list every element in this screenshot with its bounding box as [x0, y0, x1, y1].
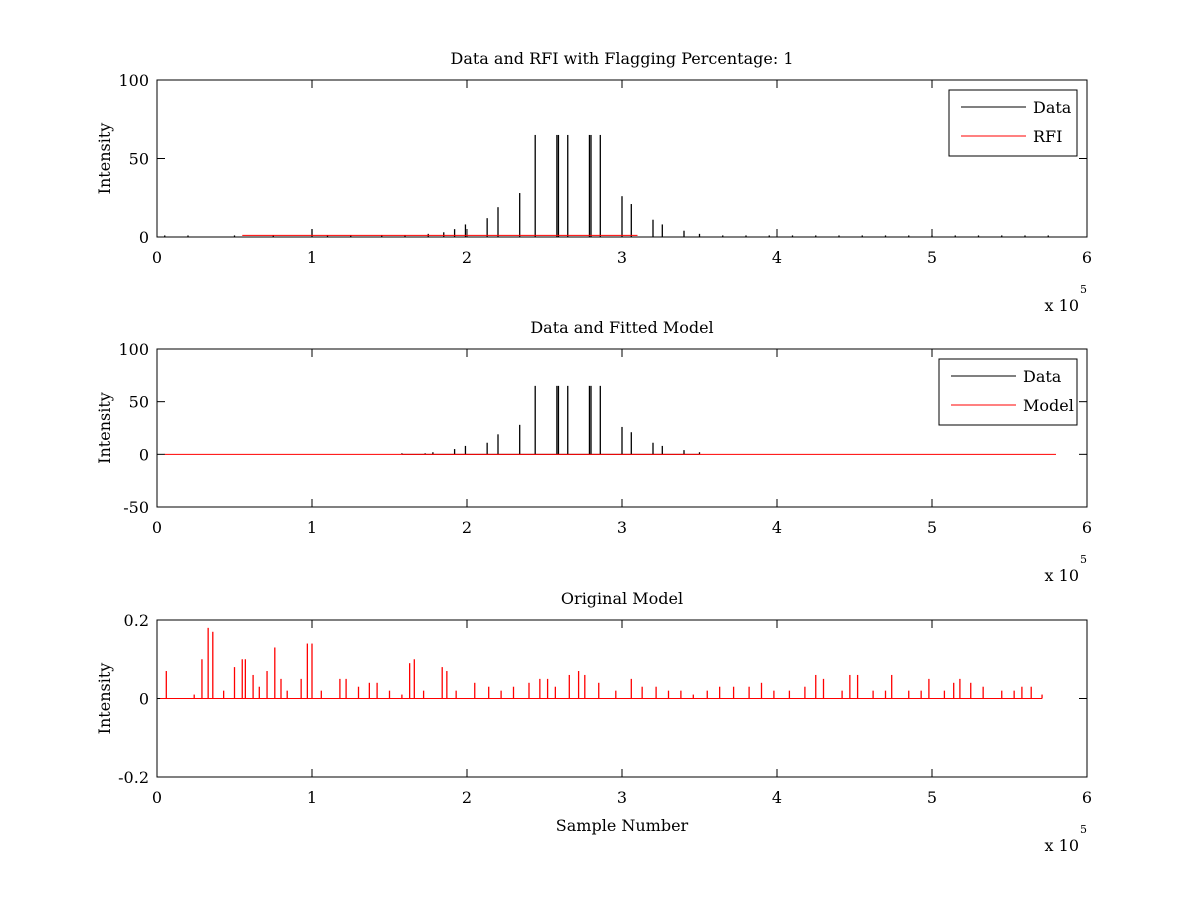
- x-axis-multiplier: x 10: [1045, 566, 1079, 585]
- x-tick-label: 6: [1082, 788, 1092, 807]
- series-model: [160, 627, 1043, 699]
- x-tick-label: 0: [152, 518, 162, 537]
- x-tick-label: 3: [617, 248, 627, 267]
- y-axis-label: Intensity: [95, 663, 114, 735]
- y-tick-label: 50: [129, 393, 149, 412]
- x-tick-label: 0: [152, 248, 162, 267]
- x-axis-label: Sample Number: [556, 816, 689, 835]
- x-tick-label: 5: [927, 788, 937, 807]
- x-tick-label: 1: [307, 518, 317, 537]
- x-tick-label: 2: [462, 248, 472, 267]
- x-axis-multiplier: x 10: [1045, 836, 1079, 855]
- x-tick-label: 3: [617, 518, 627, 537]
- chart-panel-2: Data and Fitted Model Intensity 0 1 2 3 4 5 6 -50…: [95, 318, 1092, 585]
- x-axis-multiplier-exponent: 5: [1080, 823, 1087, 836]
- x-tick-label: 3: [617, 788, 627, 807]
- legend: Data Model: [938, 358, 1078, 426]
- y-tick-label: 0: [139, 228, 149, 247]
- y-axis-label: Intensity: [95, 123, 114, 195]
- x-tick-label: 6: [1082, 518, 1092, 537]
- y-tick-label: 0: [139, 445, 149, 464]
- x-axis-multiplier-exponent: 5: [1080, 283, 1087, 296]
- x-tick-label: 6: [1082, 248, 1092, 267]
- x-tick-label: 5: [927, 518, 937, 537]
- y-axis-label: Intensity: [95, 392, 114, 464]
- legend-box: [938, 358, 1078, 426]
- y-tick-label: -0.2: [118, 768, 149, 787]
- legend-entry: Data: [1023, 367, 1062, 386]
- x-axis-multiplier-exponent: 5: [1080, 553, 1087, 566]
- legend-entry: RFI: [1033, 127, 1062, 146]
- y-tick-label: 0: [139, 690, 149, 709]
- x-tick-label: 0: [152, 788, 162, 807]
- x-tick-label: 2: [462, 788, 472, 807]
- y-tick-label: 0.2: [124, 611, 149, 630]
- x-tick-label: 1: [307, 788, 317, 807]
- chart-title: Original Model: [561, 589, 683, 608]
- y-tick-label: -50: [123, 498, 149, 517]
- y-tick-label: 100: [118, 71, 149, 90]
- x-tick-label: 4: [772, 788, 782, 807]
- y-tick-label: 50: [129, 150, 149, 169]
- x-tick-label: 2: [462, 518, 472, 537]
- chart-panel-1: Data and RFI with Flagging Percentage: 1…: [95, 49, 1092, 315]
- x-tick-label: 4: [772, 518, 782, 537]
- series-data: [160, 134, 1053, 238]
- chart-title: Data and RFI with Flagging Percentage: 1: [450, 49, 793, 68]
- legend-entry: Model: [1023, 396, 1074, 415]
- chart-title: Data and Fitted Model: [530, 318, 713, 337]
- x-tick-label: 4: [772, 248, 782, 267]
- y-tick-label: 100: [118, 340, 149, 359]
- legend-entry: Data: [1033, 98, 1072, 117]
- x-tick-label: 5: [927, 248, 937, 267]
- chart-panel-3: Original Model Intensity Sample Number 0 1 2 3…: [95, 589, 1092, 855]
- x-axis-multiplier: x 10: [1045, 296, 1079, 315]
- x-tick-label: 1: [307, 248, 317, 267]
- legend: Data RFI: [948, 89, 1078, 157]
- legend-box: [948, 89, 1078, 157]
